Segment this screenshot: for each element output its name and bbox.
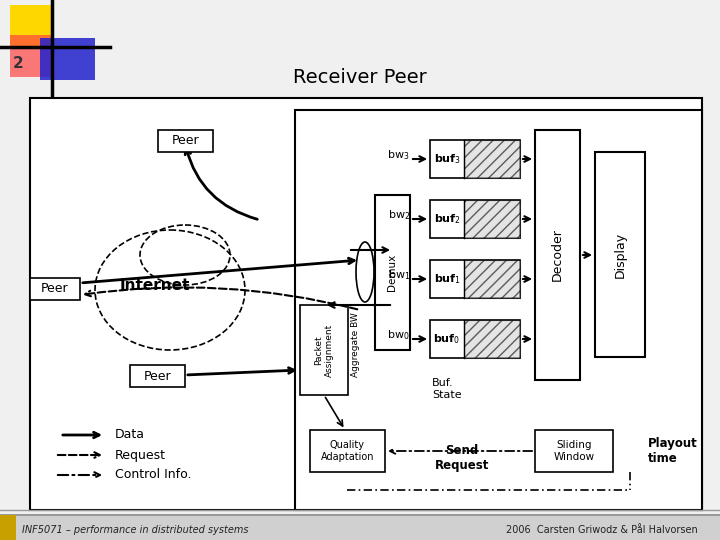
- Text: Send
Request: Send Request: [435, 444, 489, 472]
- Bar: [310, 430, 385, 472]
- Text: 2: 2: [13, 56, 24, 71]
- Bar: [295, 110, 702, 510]
- Text: Buf.
State: Buf. State: [432, 378, 462, 400]
- Bar: [375, 195, 410, 350]
- Text: INF5071 – performance in distributed systems: INF5071 – performance in distributed sys…: [22, 525, 248, 535]
- Text: Internet: Internet: [120, 278, 190, 293]
- Bar: [595, 152, 645, 357]
- Text: Decoder: Decoder: [551, 228, 564, 281]
- Text: Peer: Peer: [171, 134, 199, 147]
- Text: Packet
Assignment: Packet Assignment: [315, 323, 333, 376]
- Bar: [464, 140, 520, 178]
- FancyBboxPatch shape: [10, 5, 52, 47]
- Text: bw$_1$: bw$_1$: [387, 268, 410, 282]
- Text: Aggregate BW: Aggregate BW: [351, 313, 359, 377]
- Text: Demux: Demux: [387, 254, 397, 291]
- Bar: [430, 260, 520, 298]
- Bar: [0, 514, 720, 516]
- Text: buf$_3$: buf$_3$: [433, 152, 461, 166]
- Bar: [430, 320, 520, 358]
- Text: buf$_1$: buf$_1$: [433, 272, 461, 286]
- Text: bw$_3$: bw$_3$: [387, 148, 410, 162]
- Text: Display: Display: [613, 232, 626, 278]
- Text: bw$_2$: bw$_2$: [387, 208, 410, 222]
- Bar: [0, 515, 720, 540]
- Text: buf$_2$: buf$_2$: [433, 212, 461, 226]
- Text: Request: Request: [115, 449, 166, 462]
- Bar: [535, 130, 580, 380]
- Text: Peer: Peer: [144, 369, 171, 382]
- Text: Receiver Peer: Receiver Peer: [293, 68, 427, 87]
- Text: Playout
time: Playout time: [648, 437, 698, 465]
- Bar: [535, 430, 613, 472]
- Text: buf$_0$: buf$_0$: [433, 332, 461, 346]
- Text: Control Info.: Control Info.: [115, 469, 192, 482]
- Ellipse shape: [356, 242, 374, 302]
- Bar: [0, 515, 16, 540]
- Text: Quality
Adaptation: Quality Adaptation: [320, 440, 374, 462]
- Text: bw$_0$: bw$_0$: [387, 328, 410, 342]
- Text: Sliding
Window: Sliding Window: [554, 440, 595, 462]
- Bar: [464, 260, 520, 298]
- Bar: [430, 200, 520, 238]
- Text: Data: Data: [115, 429, 145, 442]
- Bar: [464, 200, 520, 238]
- FancyBboxPatch shape: [30, 278, 80, 300]
- Bar: [30, 98, 702, 510]
- Text: Peer: Peer: [41, 282, 69, 295]
- Bar: [464, 320, 520, 358]
- FancyBboxPatch shape: [40, 38, 95, 80]
- Bar: [300, 305, 348, 395]
- FancyBboxPatch shape: [10, 35, 52, 77]
- FancyBboxPatch shape: [158, 130, 213, 152]
- Bar: [430, 140, 520, 178]
- FancyBboxPatch shape: [130, 365, 185, 387]
- Text: 2006  Carsten Griwodz & Pål Halvorsen: 2006 Carsten Griwodz & Pål Halvorsen: [506, 525, 698, 535]
